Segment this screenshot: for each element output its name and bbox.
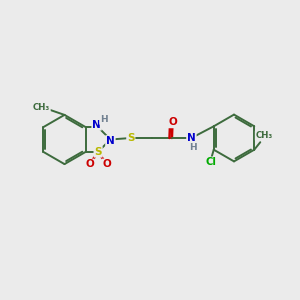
Text: N: N — [187, 133, 196, 143]
Text: S: S — [127, 133, 135, 143]
Text: CH₃: CH₃ — [33, 103, 50, 112]
Text: O: O — [168, 117, 177, 128]
Text: O: O — [102, 159, 111, 170]
Text: N: N — [92, 120, 101, 130]
Text: S: S — [94, 147, 102, 157]
Text: H: H — [189, 142, 197, 152]
Text: CH₃: CH₃ — [256, 131, 273, 140]
Text: H: H — [100, 115, 107, 124]
Text: N: N — [106, 136, 115, 146]
Text: Cl: Cl — [205, 157, 216, 167]
Text: O: O — [85, 159, 94, 170]
